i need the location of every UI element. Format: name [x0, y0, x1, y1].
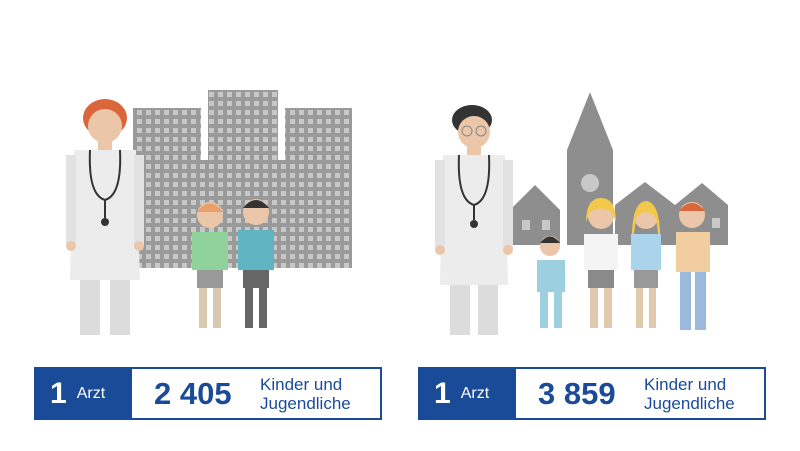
unit: Arzt [460, 384, 490, 402]
label-line: Jugendliche [260, 393, 351, 413]
children-label: Kinder und Jugendliche [644, 375, 735, 413]
ratio-box: 1 Arzt 3 859 Kinder und Jugendliche [418, 367, 766, 420]
children-number: 2 405 [154, 375, 232, 411]
doctor-count: 1 Arzt [36, 369, 132, 418]
doctor-count: 1 Arzt [420, 369, 516, 418]
label-line: Kinder und [644, 374, 727, 394]
label-line: Kinder und [260, 374, 343, 394]
doctor [435, 105, 513, 335]
children-number: 3 859 [538, 375, 616, 411]
count: 1 [434, 376, 451, 410]
village [510, 92, 728, 245]
label-line: Jugendliche [644, 393, 735, 413]
count: 1 [50, 376, 67, 410]
ratio-box: 1 Arzt 2 405 Kinder und Jugendliche [34, 367, 382, 420]
kids [192, 199, 274, 328]
children-label: Kinder und Jugendliche [260, 375, 351, 413]
doctor [66, 99, 144, 335]
kids [537, 198, 710, 330]
unit: Arzt [76, 384, 106, 402]
